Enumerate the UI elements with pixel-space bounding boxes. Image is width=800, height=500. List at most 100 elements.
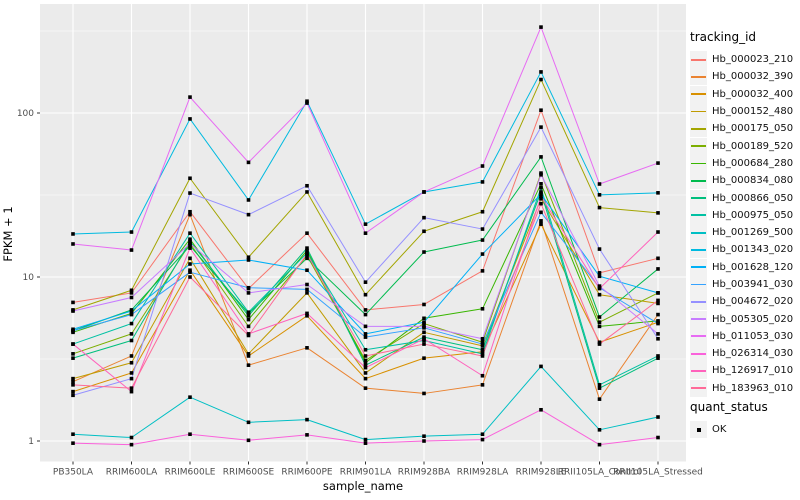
data-point-marker [422, 391, 426, 396]
data-point-marker [246, 438, 251, 443]
x-tick-label: RRII105LA_Stressed [613, 468, 703, 478]
data-point-marker [597, 182, 602, 186]
legend-line-swatch [691, 283, 706, 286]
legend-item-Hb_000684_280: Hb_000684_280 [690, 154, 798, 172]
legend-item-Hb_000152_480: Hb_000152_480 [690, 103, 798, 121]
legend-item-label: Hb_000866_050 [712, 192, 794, 204]
legend-item-label: Hb_011053_030 [712, 330, 794, 342]
data-point-marker [305, 287, 309, 292]
legend-line-swatch [691, 58, 706, 61]
data-point-marker [305, 183, 309, 188]
data-point-marker [188, 117, 192, 121]
y-axis-title: FPKM + 1 [1, 206, 15, 262]
legend-key [690, 362, 707, 380]
data-point-marker [71, 342, 75, 346]
data-point-marker [129, 230, 134, 234]
data-point-marker [656, 312, 660, 317]
legend-item-label: Hb_001269_500 [712, 227, 794, 239]
data-point-marker [363, 335, 368, 339]
data-point-marker [363, 292, 368, 297]
data-point-marker [656, 435, 660, 440]
legend-item-Hb_000032_400: Hb_000032_400 [690, 85, 798, 103]
x-tick-label: RRIM928LA [457, 468, 509, 478]
legend-item-Hb_183963_010: Hb_183963_010 [690, 379, 798, 397]
data-point-marker [188, 237, 192, 242]
x-tick-label: RRIM600LE [165, 468, 216, 478]
data-point-marker [422, 356, 426, 360]
legend-item-Hb_005305_020: Hb_005305_020 [690, 310, 798, 328]
x-tick-label: RRIM600SE [223, 468, 275, 478]
data-point-marker [188, 262, 192, 266]
legend-item-Hb_004672_020: Hb_004672_020 [690, 293, 798, 311]
data-point-marker [129, 288, 134, 293]
data-point-marker [597, 428, 602, 432]
data-point-marker [188, 243, 192, 248]
data-point-marker [305, 282, 309, 287]
data-point-marker [597, 340, 602, 345]
data-point-marker [480, 347, 485, 352]
data-point-marker [246, 212, 251, 217]
data-point-marker [71, 441, 75, 445]
legend-key [690, 276, 707, 293]
data-point-marker [539, 70, 543, 74]
x-tick-label: RRIM901LA [340, 468, 392, 478]
legend-item-Hb_001269_500: Hb_001269_500 [690, 224, 798, 242]
data-point-marker [656, 230, 660, 234]
legend-key [690, 51, 707, 69]
data-point-marker [656, 301, 660, 306]
data-point-marker [656, 356, 660, 360]
legend-line-swatch [691, 300, 706, 303]
data-point-marker [597, 205, 602, 210]
data-point-marker [188, 395, 192, 399]
legend-items: Hb_000023_210 Hb_000032_390 Hb_000032_400 H… [690, 51, 798, 397]
legend-line-swatch [691, 162, 706, 165]
legend-item-label: Hb_000684_280 [712, 157, 794, 169]
legend-line-swatch [691, 387, 706, 390]
data-point-marker [188, 191, 192, 195]
x-tick-label: RRIM928BA [398, 468, 451, 478]
data-point-marker [422, 316, 426, 321]
data-point-marker [539, 364, 543, 369]
data-point-marker [422, 434, 426, 438]
data-point-marker [246, 317, 251, 322]
legend-item-label: Hb_026314_030 [712, 348, 794, 360]
legend-line-swatch [691, 352, 706, 355]
data-point-marker [363, 332, 368, 336]
data-point-marker [539, 210, 543, 215]
data-point-marker [363, 441, 368, 445]
data-point-marker [363, 324, 368, 329]
data-point-marker [363, 280, 368, 284]
data-point-marker [363, 347, 368, 352]
data-point-marker [597, 284, 602, 288]
data-point-marker [539, 125, 543, 129]
data-point-marker [363, 365, 368, 370]
data-point-marker [656, 256, 660, 261]
data-point-marker [188, 239, 192, 244]
data-point-marker [597, 271, 602, 275]
data-point-marker [129, 435, 134, 440]
legend-key [690, 379, 707, 397]
data-point-marker [422, 336, 426, 341]
data-point-marker [539, 77, 543, 82]
data-point-marker [422, 320, 426, 325]
data-point-marker [305, 190, 309, 194]
data-point-marker [305, 256, 309, 261]
legend-key [690, 258, 707, 276]
data-point-marker [188, 270, 192, 274]
data-point-marker [597, 274, 602, 279]
data-point-marker [305, 311, 309, 316]
legend-item-label: Hb_000975_050 [712, 209, 794, 221]
legend-item-label: Hb_000032_390 [712, 71, 794, 83]
data-point-marker [480, 306, 485, 311]
y-tick-label: 10 [23, 273, 35, 283]
legend-item-label: Hb_001343_020 [712, 244, 794, 256]
data-point-marker [363, 376, 368, 381]
legend-line-swatch [691, 318, 706, 320]
legend-item-Hb_011053_030: Hb_011053_030 [690, 327, 798, 345]
legend-item-Hb_000023_210: Hb_000023_210 [690, 51, 798, 69]
legend-item-label: Hb_183963_010 [712, 382, 794, 394]
legend-item-Hb_000975_050: Hb_000975_050 [690, 206, 798, 224]
legend-key [690, 224, 707, 242]
data-point-marker [188, 275, 192, 279]
